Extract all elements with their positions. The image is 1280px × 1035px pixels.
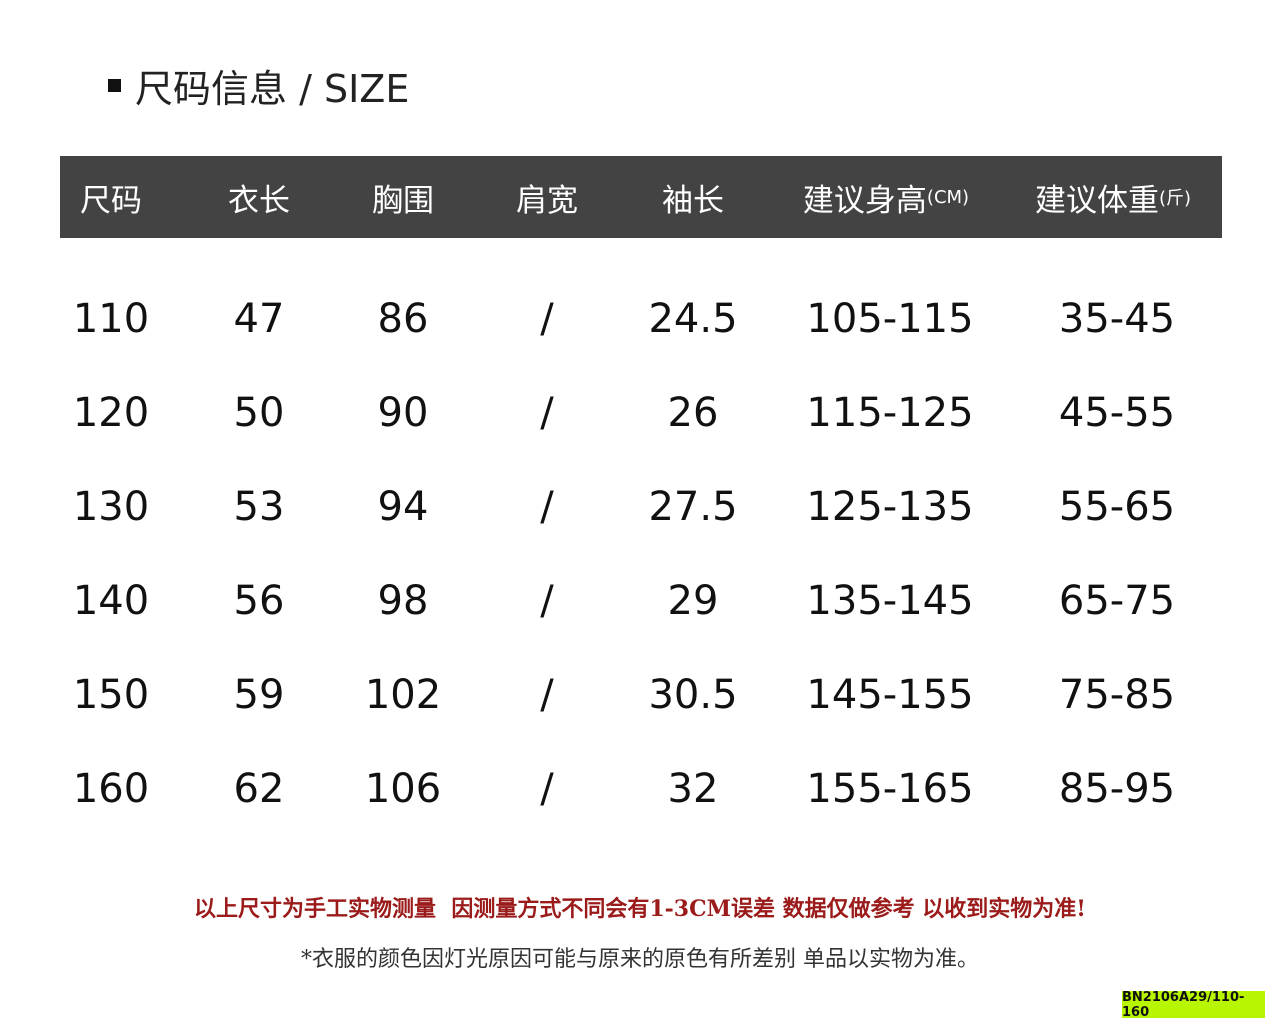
table-cell: 94 (377, 484, 429, 530)
table-cell: 115-125 (806, 390, 974, 436)
table-cell: 145-155 (806, 672, 974, 718)
table-cell: 120 (72, 390, 150, 436)
warning-note: 以上尺寸为手工实物测量 因测量方式不同会有1-3CM误差 数据仅做参考 以收到实… (194, 896, 1086, 922)
header-label: 胸围 (372, 182, 434, 219)
table-cell: 98 (377, 578, 429, 624)
disclaimer-note: *衣服的颜色因灯光原因可能与原来的原色有所差别 单品以实物为准。 (301, 947, 979, 972)
table-cell: 50 (233, 390, 285, 436)
table-cell: 53 (233, 484, 285, 530)
table-cell: 155-165 (806, 766, 974, 812)
header-label: 尺码 (80, 182, 142, 219)
table-cell: 90 (377, 390, 429, 436)
table-cell: 86 (377, 296, 429, 342)
table-cell: 130 (72, 484, 150, 530)
table-cell: / (540, 296, 554, 342)
header-cell: 肩宽 (516, 156, 578, 238)
table-cell: 32 (667, 766, 719, 812)
section-title: 尺码信息 / SIZE (108, 58, 409, 113)
header-label: 建议体重 (1034, 182, 1159, 219)
table-cell: 26 (667, 390, 719, 436)
table-cell: 29 (667, 578, 719, 624)
table-cell: / (540, 672, 554, 718)
table-cell: 45-55 (1058, 390, 1176, 436)
header-unit: (CM) (926, 186, 970, 208)
table-cell: 125-135 (806, 484, 974, 530)
table-cell: 110 (72, 296, 150, 342)
table-cell: / (540, 484, 554, 530)
table-cell: 140 (72, 578, 150, 624)
header-cell: 建议体重 (斤) (1035, 156, 1191, 238)
header-label: 建议身高 (802, 182, 927, 219)
header-cell: 胸围 (372, 156, 434, 238)
table-cell: 65-75 (1058, 578, 1176, 624)
table-cell: 150 (72, 672, 150, 718)
header-label: 袖长 (662, 182, 724, 219)
title-text: 尺码信息 / SIZE (135, 67, 410, 111)
table-cell: 160 (72, 766, 150, 812)
header-label: 肩宽 (516, 182, 578, 219)
table-cell: 24.5 (648, 296, 738, 342)
table-cell: 35-45 (1058, 296, 1176, 342)
table-cell: 47 (233, 296, 285, 342)
table-cell: 30.5 (648, 672, 738, 718)
table-cell: 75-85 (1058, 672, 1176, 718)
table-cell: / (540, 578, 554, 624)
table-cell: 56 (233, 578, 285, 624)
table-cell: 59 (233, 672, 285, 718)
header-cell: 尺码 (80, 156, 142, 238)
header-cell: 袖长 (662, 156, 724, 238)
header-label: 衣长 (228, 182, 290, 219)
table-cell: 85-95 (1058, 766, 1176, 812)
table-cell: 62 (233, 766, 285, 812)
product-code: BN2106A29/110-160 (1122, 990, 1265, 1020)
table-cell: / (540, 390, 554, 436)
header-cell: 衣长 (228, 156, 290, 238)
table-cell: 27.5 (648, 484, 738, 530)
bullet (108, 79, 121, 92)
header-cell: 建议身高 (CM) (803, 156, 969, 238)
table-cell: 55-65 (1058, 484, 1176, 530)
table-cell: 102 (364, 672, 442, 718)
table-cell: 106 (364, 766, 442, 812)
table-cell: / (540, 766, 554, 812)
table-header: 尺码 衣长 胸围 肩宽 袖长 建议身高 (CM) 建议体重 (斤) (60, 156, 1222, 238)
table-cell: 135-145 (806, 578, 974, 624)
header-unit: (斤) (1158, 188, 1192, 209)
table-cell: 105-115 (806, 296, 974, 342)
